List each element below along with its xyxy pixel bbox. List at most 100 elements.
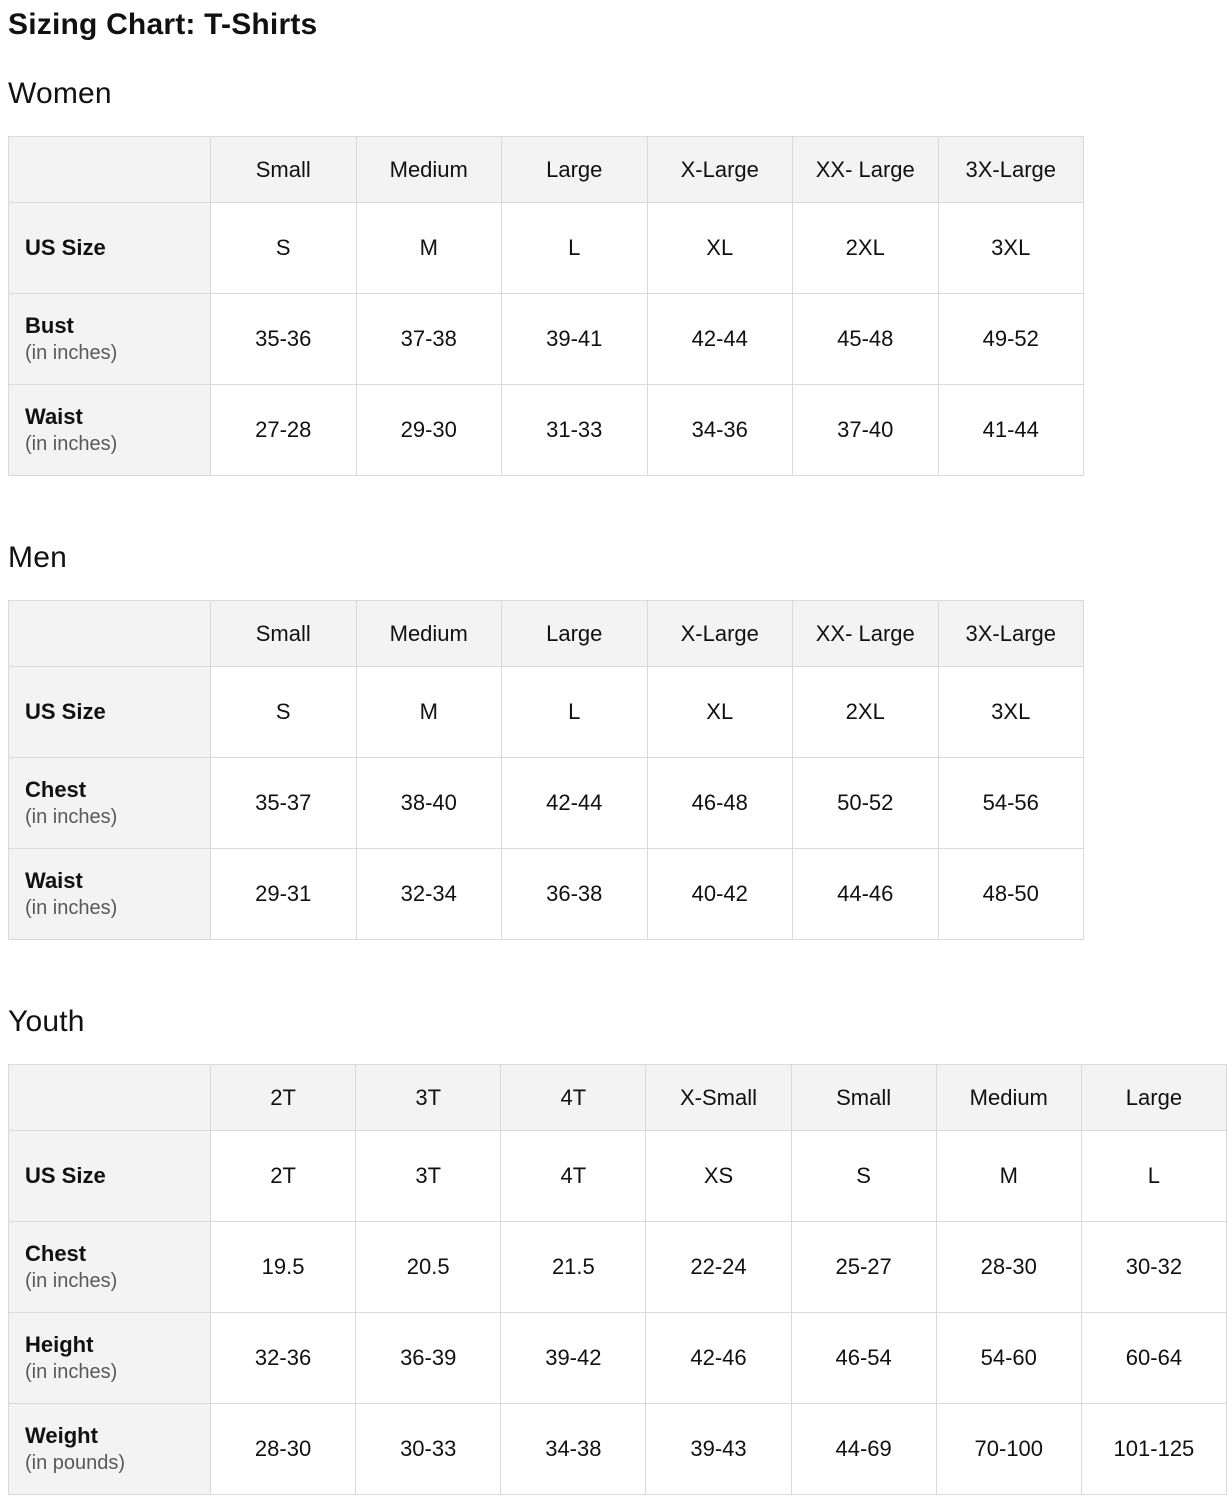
table-row-us-size: US Size 2T 3T 4T XS S M L	[8, 1130, 1228, 1222]
size-value-cell: 46-54	[790, 1312, 937, 1404]
size-value-cell: M	[935, 1130, 1082, 1222]
row-sublabel: (in pounds)	[25, 1452, 126, 1474]
size-value-cell: 42-44	[501, 757, 648, 849]
column-header-medium: Medium	[355, 136, 502, 203]
column-header-x-large: X-Large	[646, 136, 793, 203]
section-heading-women: Women	[8, 77, 112, 110]
size-value-cell: M	[355, 202, 502, 294]
row-sublabel: (in inches)	[25, 897, 118, 919]
row-label-cell: Height (in inches)	[8, 1312, 211, 1404]
size-value-cell: 3T	[355, 1130, 502, 1222]
size-value-cell: XL	[646, 666, 793, 758]
table-row-waist: Waist (in inches) 27-28 29-30 31-33 34-3…	[8, 384, 1084, 476]
size-value-cell: 39-41	[501, 293, 648, 385]
size-value-cell: 2XL	[792, 202, 939, 294]
size-value-cell: 54-60	[935, 1312, 1082, 1404]
size-value-cell: 2T	[209, 1130, 357, 1222]
size-value-cell: 49-52	[937, 293, 1084, 385]
size-value-cell: 30-33	[355, 1403, 502, 1495]
row-label: Chest	[25, 1241, 87, 1266]
row-sublabel: (in inches)	[25, 342, 118, 364]
column-header-xx-large: XX- Large	[792, 136, 939, 203]
size-value-cell: L	[501, 202, 648, 294]
size-value-cell: 31-33	[501, 384, 648, 476]
table-header-row: Small Medium Large X-Large XX- Large 3X-…	[8, 136, 1084, 203]
size-value-cell: 34-36	[646, 384, 793, 476]
column-header-small: Small	[210, 600, 357, 667]
row-label-cell: US Size	[8, 202, 211, 294]
column-header-xx-large: XX- Large	[792, 600, 939, 667]
column-header-medium: Medium	[355, 600, 502, 667]
size-value-cell: 40-42	[646, 848, 793, 940]
row-sublabel: (in inches)	[25, 433, 118, 455]
size-table-men: Small Medium Large X-Large XX- Large 3X-…	[8, 600, 1084, 940]
column-header-x-small: X-Small	[645, 1064, 792, 1131]
size-value-cell: XS	[645, 1130, 792, 1222]
size-value-cell: L	[501, 666, 648, 758]
table-row-waist: Waist (in inches) 29-31 32-34 36-38 40-4…	[8, 848, 1084, 940]
size-value-cell: 36-39	[355, 1312, 502, 1404]
row-label-cell: US Size	[8, 1130, 211, 1222]
row-label: US Size	[25, 1163, 106, 1188]
table-header-row: 2T 3T 4T X-Small Small Medium Large	[8, 1064, 1228, 1131]
size-table-women: Small Medium Large X-Large XX- Large 3X-…	[8, 136, 1084, 476]
size-value-cell: 19.5	[209, 1221, 357, 1313]
size-value-cell: 35-37	[210, 757, 357, 849]
column-header-x-large: X-Large	[646, 600, 793, 667]
row-label: Weight	[25, 1423, 98, 1448]
size-value-cell: 44-69	[790, 1403, 937, 1495]
size-value-cell: 46-48	[646, 757, 793, 849]
size-value-cell: 37-38	[355, 293, 502, 385]
table-header-row: Small Medium Large X-Large XX- Large 3X-…	[8, 600, 1084, 667]
table-row-us-size: US Size S M L XL 2XL 3XL	[8, 202, 1084, 294]
row-label-cell: Waist (in inches)	[8, 384, 211, 476]
row-label-cell: Chest (in inches)	[8, 757, 211, 849]
row-sublabel: (in inches)	[25, 1361, 118, 1383]
column-header-4t: 4T	[500, 1064, 647, 1131]
size-value-cell: 48-50	[937, 848, 1084, 940]
size-value-cell: 28-30	[209, 1403, 357, 1495]
row-label: US Size	[25, 235, 106, 260]
size-value-cell: 3XL	[937, 666, 1084, 758]
size-value-cell: 41-44	[937, 384, 1084, 476]
section-men: Men Small Medium Large X-Large XX- Large…	[8, 542, 1227, 940]
corner-cell	[8, 600, 211, 667]
size-value-cell: 21.5	[500, 1221, 647, 1313]
page-title: Sizing Chart: T-Shirts	[8, 8, 318, 41]
row-label-cell: Waist (in inches)	[8, 848, 211, 940]
row-sublabel: (in inches)	[25, 806, 118, 828]
column-header-large: Large	[1080, 1064, 1228, 1131]
size-value-cell: 25-27	[790, 1221, 937, 1313]
size-value-cell: 37-40	[792, 384, 939, 476]
table-row-height: Height (in inches) 32-36 36-39 39-42 42-…	[8, 1312, 1228, 1404]
table-row-us-size: US Size S M L XL 2XL 3XL	[8, 666, 1084, 758]
size-value-cell: 101-125	[1080, 1403, 1228, 1495]
row-label: Chest	[25, 777, 87, 802]
size-value-cell: 54-56	[937, 757, 1084, 849]
size-value-cell: 22-24	[645, 1221, 792, 1313]
row-label: Waist	[25, 868, 83, 893]
column-header-3x-large: 3X-Large	[937, 136, 1084, 203]
size-value-cell: 2XL	[792, 666, 939, 758]
size-value-cell: 39-43	[645, 1403, 792, 1495]
size-value-cell: 38-40	[355, 757, 502, 849]
size-value-cell: 27-28	[210, 384, 357, 476]
column-header-3t: 3T	[355, 1064, 502, 1131]
column-header-medium: Medium	[935, 1064, 1082, 1131]
column-header-3x-large: 3X-Large	[937, 600, 1084, 667]
size-value-cell: 20.5	[355, 1221, 502, 1313]
size-value-cell: XL	[646, 202, 793, 294]
size-value-cell: L	[1080, 1130, 1228, 1222]
section-women: Women Small Medium Large X-Large XX- Lar…	[8, 78, 1227, 476]
row-label: Waist	[25, 404, 83, 429]
row-label-cell: Weight (in pounds)	[8, 1403, 211, 1495]
table-row-chest: Chest (in inches) 35-37 38-40 42-44 46-4…	[8, 757, 1084, 849]
size-value-cell: 28-30	[935, 1221, 1082, 1313]
size-value-cell: 42-46	[645, 1312, 792, 1404]
corner-cell	[8, 136, 211, 203]
table-row-chest: Chest (in inches) 19.5 20.5 21.5 22-24 2…	[8, 1221, 1228, 1313]
table-row-weight: Weight (in pounds) 28-30 30-33 34-38 39-…	[8, 1403, 1228, 1495]
column-header-large: Large	[501, 600, 648, 667]
row-label: Height	[25, 1332, 94, 1357]
section-youth: Youth 2T 3T 4T X-Small Small Medium Larg…	[8, 1006, 1228, 1495]
